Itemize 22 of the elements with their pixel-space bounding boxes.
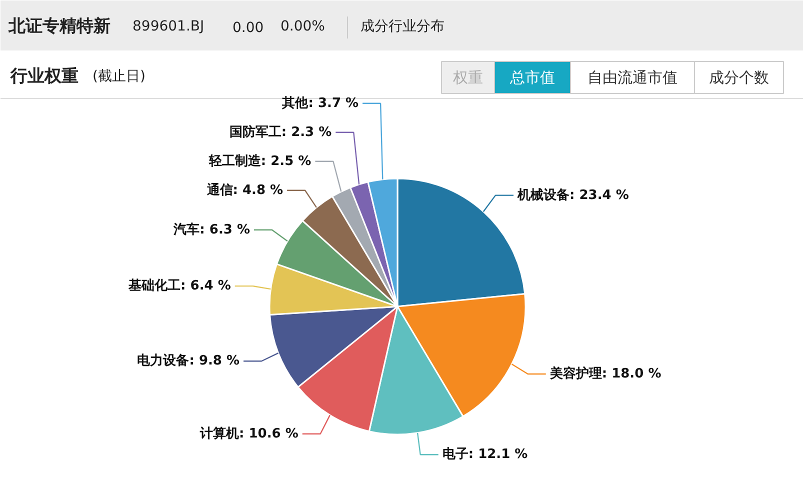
text: 北证专精特新 (8, 16, 110, 36)
slice-label: 电子: 12.1 % (442, 447, 528, 462)
text: 自由流通市值 (588, 68, 678, 86)
slice-label: 电力设备: 9.8 % (137, 354, 240, 369)
text: 成分行业分布 (360, 18, 444, 34)
slice-label: 汽车: 6.3 % (172, 221, 250, 238)
slice-label: 基础化工: 6.4 % (128, 278, 231, 294)
slice-label: 计算机: 10.6 % (199, 426, 298, 442)
chart-subtitle: (截止日) (92, 68, 146, 84)
text: 0.00 (232, 20, 264, 36)
chart-title: 行业权重 (10, 66, 78, 86)
slice-label: 轻工制造: 2.5 % (208, 154, 312, 169)
text: 总市值 (509, 68, 555, 86)
slice-label: 国防军工: 2.3 % (229, 124, 332, 140)
slice-label: 通信: 4.8 % (206, 182, 284, 198)
text: 0.00% (280, 18, 325, 34)
slice-label: 其他: 3.7 % (281, 96, 359, 111)
text: 成分个数 (709, 68, 769, 86)
slice-label: 美容护理: 18.0 % (548, 366, 662, 382)
text: 899601.BJ (132, 18, 204, 34)
slice-label: 机械设备: 23.4 % (516, 188, 629, 203)
text: 权重 (452, 68, 483, 86)
